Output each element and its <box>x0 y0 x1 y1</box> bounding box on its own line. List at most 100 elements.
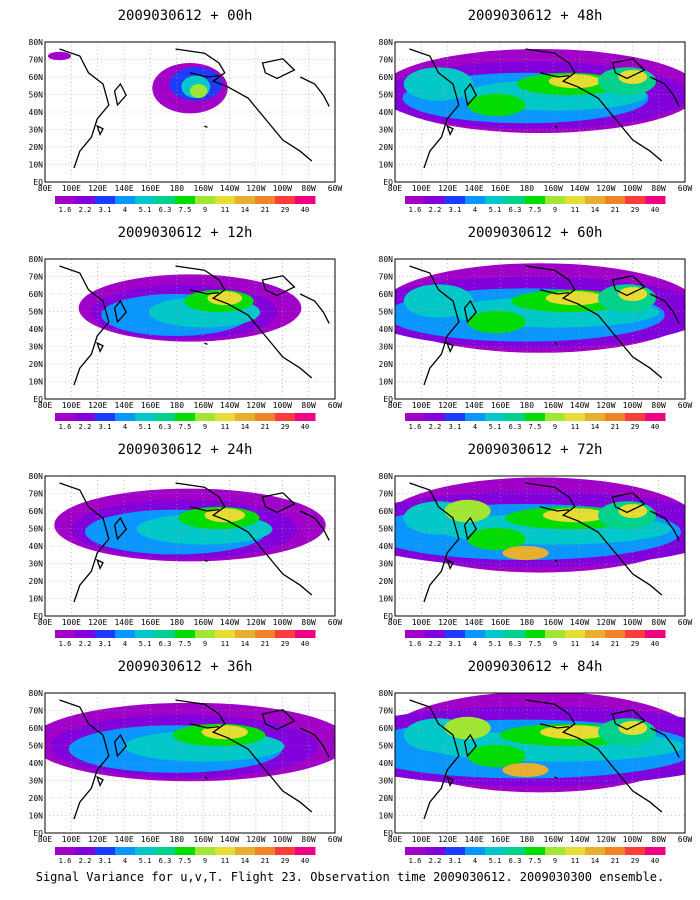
coastline <box>539 72 570 78</box>
colorbar-swatch <box>135 847 156 855</box>
colorbar-swatch <box>255 847 276 855</box>
colorbar-label: 11 <box>571 857 579 865</box>
lat-label: 50N <box>29 91 44 100</box>
lat-label: 10N <box>379 812 394 821</box>
colorbar-label: 29 <box>281 206 289 214</box>
panel-title: 2009030612 + 72h <box>467 442 603 458</box>
lat-label: 50N <box>379 308 394 317</box>
colorbar-swatch <box>465 630 486 638</box>
map-frame <box>44 258 336 400</box>
coastline <box>409 48 460 169</box>
colorbar-label: 1.6 <box>59 206 72 214</box>
colorbar-swatch <box>135 413 156 421</box>
panel-title: 2009030612 + 24h <box>117 442 253 458</box>
lat-label: 10N <box>29 812 44 821</box>
lat-label: 50N <box>379 91 394 100</box>
lon-label: 180 <box>520 184 535 193</box>
map-frame <box>394 475 686 617</box>
colorbar-swatch <box>605 196 626 204</box>
colorbar-label: 7.5 <box>529 206 542 214</box>
colorbar-label: 6.3 <box>159 206 172 214</box>
lat-label: 20N <box>379 360 394 369</box>
lat-label: 30N <box>379 126 394 135</box>
colorbar-swatch <box>55 847 76 855</box>
lon-label: 60W <box>678 184 693 193</box>
lat-label: 10N <box>29 161 44 170</box>
lat-label: 20N <box>379 143 394 152</box>
lat-label: 60N <box>379 290 394 299</box>
lat-label: 10N <box>29 378 44 387</box>
colorbar-swatch <box>195 413 216 421</box>
map-frame <box>394 692 686 834</box>
coastline <box>96 341 104 354</box>
colorbar-swatch <box>255 413 276 421</box>
lon-label: 160E <box>491 618 510 627</box>
lat-label: 20N <box>379 794 394 803</box>
lat-label: 10N <box>379 378 394 387</box>
lon-label: 140E <box>464 835 483 844</box>
colorbar-swatch <box>525 413 546 421</box>
panel-title: 2009030612 + 00h <box>117 8 253 24</box>
colorbar-swatch <box>625 847 646 855</box>
lat-label: 70N <box>379 273 394 282</box>
coastline <box>554 342 558 345</box>
lon-label: 80W <box>301 618 316 627</box>
lon-label: 80E <box>38 835 53 844</box>
colorbar-label: 14 <box>241 206 249 214</box>
colorbar-swatch <box>115 847 136 855</box>
coastline <box>96 124 104 137</box>
colorbar-label: 11 <box>571 206 579 214</box>
colorbar-label: 14 <box>241 857 249 865</box>
variance-region <box>201 725 248 740</box>
lat-label: 30N <box>29 126 44 135</box>
colorbar-swatch <box>605 630 626 638</box>
lat-label: 60N <box>379 73 394 82</box>
variance-region <box>467 744 526 768</box>
lat-label: EQ <box>33 829 43 838</box>
lon-label: 140W <box>220 618 239 627</box>
colorbar-label: 40 <box>301 206 309 214</box>
lon-label: 140W <box>220 835 239 844</box>
colorbar-swatch <box>195 196 216 204</box>
coastline <box>539 723 570 729</box>
lon-label: 80W <box>651 618 666 627</box>
panel-title: 2009030612 + 84h <box>467 659 603 675</box>
panel-title: 2009030612 + 12h <box>117 225 253 241</box>
lon-label: 120W <box>246 835 265 844</box>
lon-label: 60W <box>678 618 693 627</box>
colorbar-label: 7.5 <box>529 423 542 431</box>
coastline <box>113 733 127 758</box>
lon-label: 160W <box>194 618 213 627</box>
colorbar-label: 6.3 <box>509 206 522 214</box>
colorbar-label: 2.2 <box>79 423 92 431</box>
colorbar-swatch <box>75 196 96 204</box>
lon-label: 160E <box>491 401 510 410</box>
lon-label: 160W <box>544 618 563 627</box>
colorbar-swatch <box>505 630 526 638</box>
lat-label: 50N <box>379 525 394 534</box>
colorbar-swatch <box>215 847 236 855</box>
colorbar-label: 14 <box>591 857 599 865</box>
colorbar-label: 11 <box>221 857 229 865</box>
variance-region <box>618 721 648 735</box>
lon-label: 120W <box>596 401 615 410</box>
colorbar-swatch <box>195 847 216 855</box>
colorbar-label: 2.2 <box>79 640 92 648</box>
colorbar-label: 21 <box>261 423 269 431</box>
colorbar-swatch <box>525 630 546 638</box>
lat-label: 70N <box>29 707 44 716</box>
lat-label: EQ <box>383 395 393 404</box>
colorbar-swatch <box>75 847 96 855</box>
colorbar-swatch <box>565 630 586 638</box>
lon-label: 140W <box>570 835 589 844</box>
lon-label: 140E <box>464 401 483 410</box>
colorbar-label: 2.2 <box>429 857 442 865</box>
lat-label: 30N <box>379 560 394 569</box>
colorbar-swatch <box>135 196 156 204</box>
colorbar-label: 14 <box>241 640 249 648</box>
lat-label: 50N <box>29 742 44 751</box>
lon-label: 140W <box>220 184 239 193</box>
lon-label: 180 <box>170 835 185 844</box>
variance-region <box>502 546 549 560</box>
coastline <box>59 265 110 386</box>
